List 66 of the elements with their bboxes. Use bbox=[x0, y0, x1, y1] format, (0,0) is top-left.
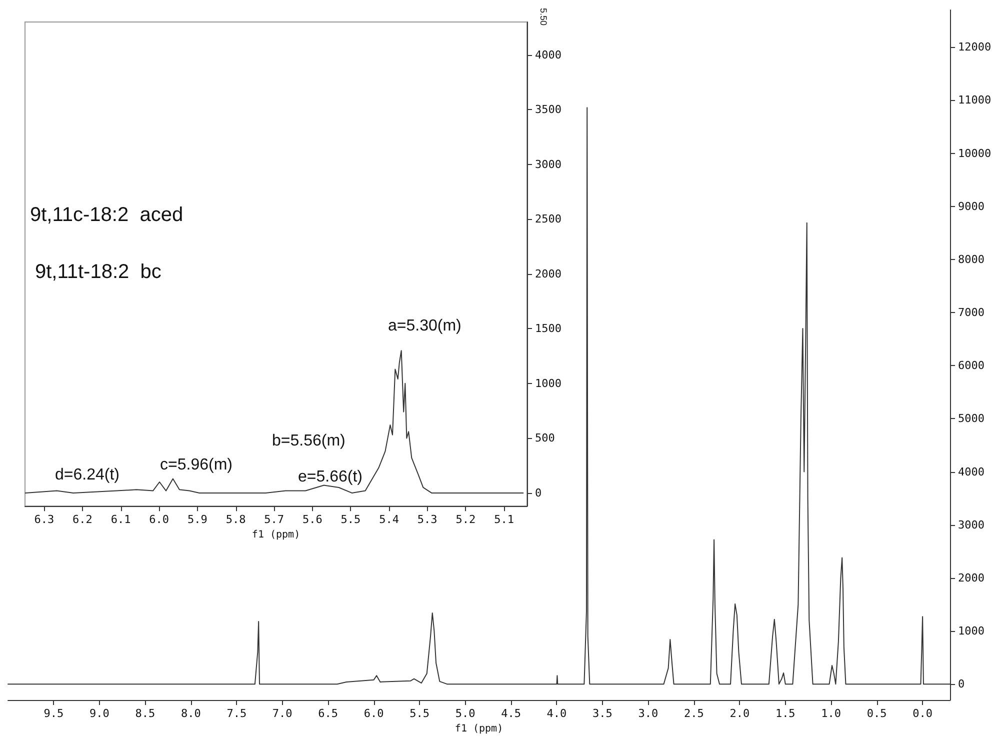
x-tick-label: 3.5 bbox=[592, 707, 612, 720]
x-tick-label: 5.9 bbox=[188, 513, 208, 526]
annotation: 5.50 bbox=[538, 8, 548, 26]
annotation: 9t,11c-18:2 aced bbox=[30, 204, 184, 226]
x-tick-label: 5.2 bbox=[456, 513, 476, 526]
x-tick-label: 5.1 bbox=[494, 513, 514, 526]
y-tick-label: 3000 bbox=[535, 158, 562, 171]
line-series bbox=[24, 350, 524, 494]
x-tick-label: 5.0 bbox=[455, 707, 476, 720]
annotation: b=5.56(m) bbox=[272, 432, 346, 450]
y-tick-label: 1000 bbox=[535, 376, 562, 390]
x-tick-label: 0.0 bbox=[912, 707, 932, 720]
y-tick-label: 9000 bbox=[958, 200, 984, 213]
x-tick-label: 8.5 bbox=[135, 707, 156, 720]
y-tick-label: 12000 bbox=[958, 40, 992, 54]
y-tick-label: 5000 bbox=[958, 412, 984, 426]
y-tick-label: 8000 bbox=[958, 252, 984, 266]
x-tick-label: 8.0 bbox=[180, 707, 201, 720]
annotation: d=6.24(t) bbox=[55, 466, 120, 484]
y-tick-label: 3500 bbox=[535, 103, 562, 116]
x-tick-label: 7.5 bbox=[226, 707, 247, 720]
y-tick-label: 4000 bbox=[535, 48, 562, 62]
annotation: a=5.30(m) bbox=[388, 318, 462, 334]
x-tick-label: 6.1 bbox=[110, 513, 131, 526]
y-tick-label: 6000 bbox=[958, 359, 984, 372]
x-tick-label: 2.0 bbox=[730, 707, 750, 720]
x-tick-label: 6.5 bbox=[318, 707, 338, 720]
y-tick-label: 3000 bbox=[958, 518, 984, 532]
x-axis-title: f1 (ppm) bbox=[454, 723, 504, 734]
y-tick-label: 11000 bbox=[958, 94, 992, 107]
x-tick-label: 4.0 bbox=[546, 707, 567, 720]
x-tick-label: 9.5 bbox=[44, 707, 64, 720]
x-tick-label: 3.0 bbox=[638, 707, 658, 720]
x-tick-label: 5.6 bbox=[302, 513, 322, 526]
y-tick-label: 500 bbox=[535, 432, 555, 445]
y-tick-label: 10000 bbox=[958, 146, 992, 160]
x-tick-label: 5.5 bbox=[340, 513, 361, 526]
x-tick-label: 6.2 bbox=[72, 513, 92, 526]
y-tick-label: 1000 bbox=[958, 624, 984, 638]
annotation: c=5.96(m) bbox=[160, 456, 232, 474]
annotation: 9t,11t-18:2 bc bbox=[35, 261, 162, 283]
x-tick-label: 5.8 bbox=[226, 513, 246, 526]
x-axis-title: f1 (ppm) bbox=[252, 530, 300, 540]
y-tick-label: 4000 bbox=[958, 465, 984, 478]
y-tick-label: 7000 bbox=[958, 306, 984, 320]
x-tick-label: 5.7 bbox=[264, 513, 284, 526]
y-tick-label: 0 bbox=[958, 678, 965, 691]
x-tick-label: 5.3 bbox=[417, 513, 438, 526]
x-tick-label: 9.0 bbox=[90, 707, 110, 720]
y-tick-label: 2500 bbox=[535, 212, 562, 226]
x-tick-label: 6.0 bbox=[149, 513, 170, 526]
y-tick-label: 1500 bbox=[535, 322, 562, 336]
x-tick-label: 0.5 bbox=[866, 707, 887, 720]
x-tick-label: 1.0 bbox=[821, 707, 842, 720]
x-tick-label: 2.5 bbox=[684, 707, 704, 720]
x-tick-label: 6.3 bbox=[34, 513, 54, 526]
y-tick-label: 2000 bbox=[958, 571, 984, 584]
x-tick-label: 6.0 bbox=[364, 707, 384, 720]
x-tick-label: 1.5 bbox=[775, 707, 796, 720]
annotation: e=5.66(t) bbox=[298, 468, 362, 486]
x-tick-label: 4.5 bbox=[501, 707, 521, 720]
y-tick-label: 0 bbox=[535, 486, 542, 500]
x-tick-label: 7.0 bbox=[272, 707, 292, 720]
x-tick-label: 5.4 bbox=[379, 513, 400, 526]
y-tick-label: 2000 bbox=[535, 267, 562, 280]
x-tick-label: 5.5 bbox=[410, 707, 430, 720]
